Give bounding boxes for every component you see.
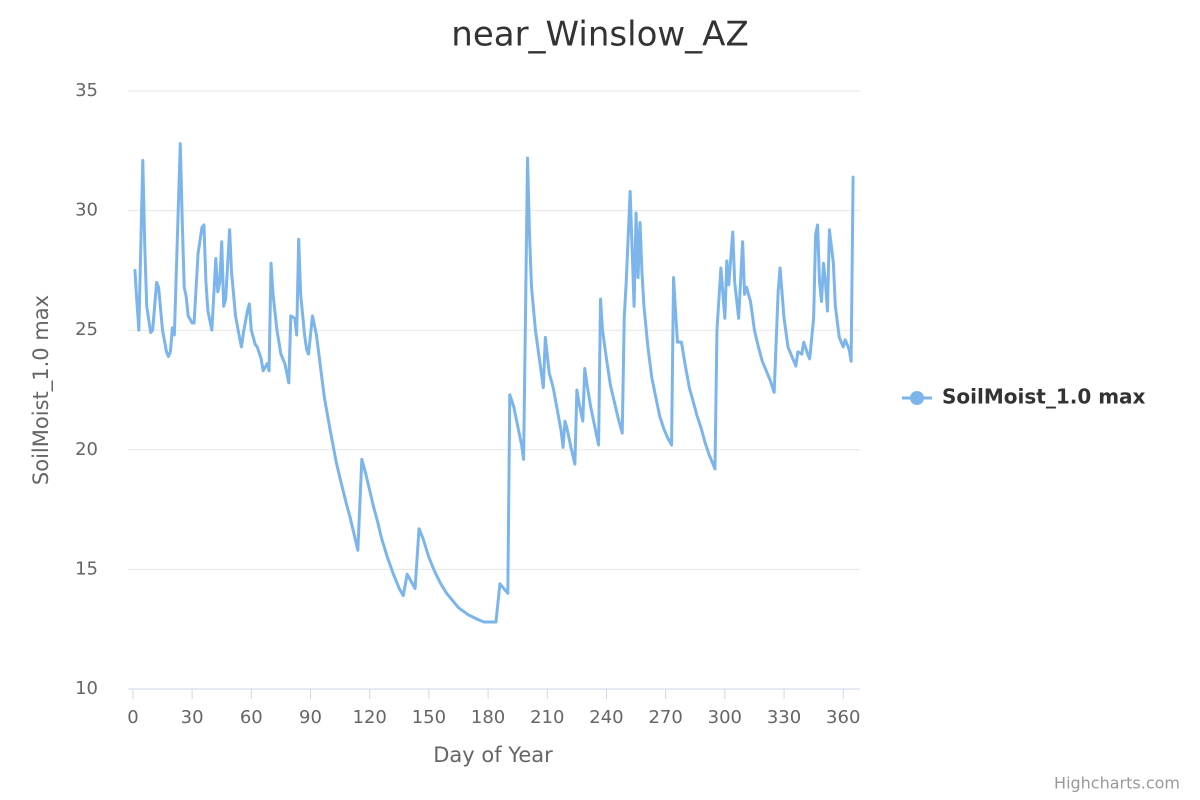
y-tick-label: 30 (75, 200, 98, 221)
y-tick-label: 15 (75, 558, 98, 579)
x-tick-label: 120 (353, 707, 387, 728)
y-tick-label: 10 (75, 678, 98, 699)
x-tick-label: 240 (589, 707, 623, 728)
credits[interactable]: Highcharts.com (1054, 774, 1180, 793)
x-tick-label: 330 (767, 707, 801, 728)
x-tick-label: 270 (648, 707, 682, 728)
y-tick-label: 35 (75, 80, 98, 101)
x-tick-label: 30 (181, 707, 204, 728)
x-tick-label: 60 (240, 707, 263, 728)
y-axis-title: SoilMoist_1.0 max (29, 295, 54, 485)
x-axis-title: Day of Year (433, 743, 553, 767)
x-tick-label: 90 (299, 707, 322, 728)
x-tick-label: 360 (826, 707, 860, 728)
x-tick-label: 0 (127, 707, 138, 728)
legend-marker (910, 391, 924, 405)
legend-label[interactable]: SoilMoist_1.0 max (942, 385, 1146, 409)
x-tick-label: 300 (708, 707, 742, 728)
y-tick-label: 25 (75, 319, 98, 340)
x-tick-label: 210 (530, 707, 564, 728)
x-tick-label: 150 (412, 707, 446, 728)
chart-title: near_Winslow_AZ (451, 15, 748, 55)
series-line (133, 142, 855, 624)
y-tick-label: 20 (75, 439, 98, 460)
x-tick-label: 180 (471, 707, 505, 728)
